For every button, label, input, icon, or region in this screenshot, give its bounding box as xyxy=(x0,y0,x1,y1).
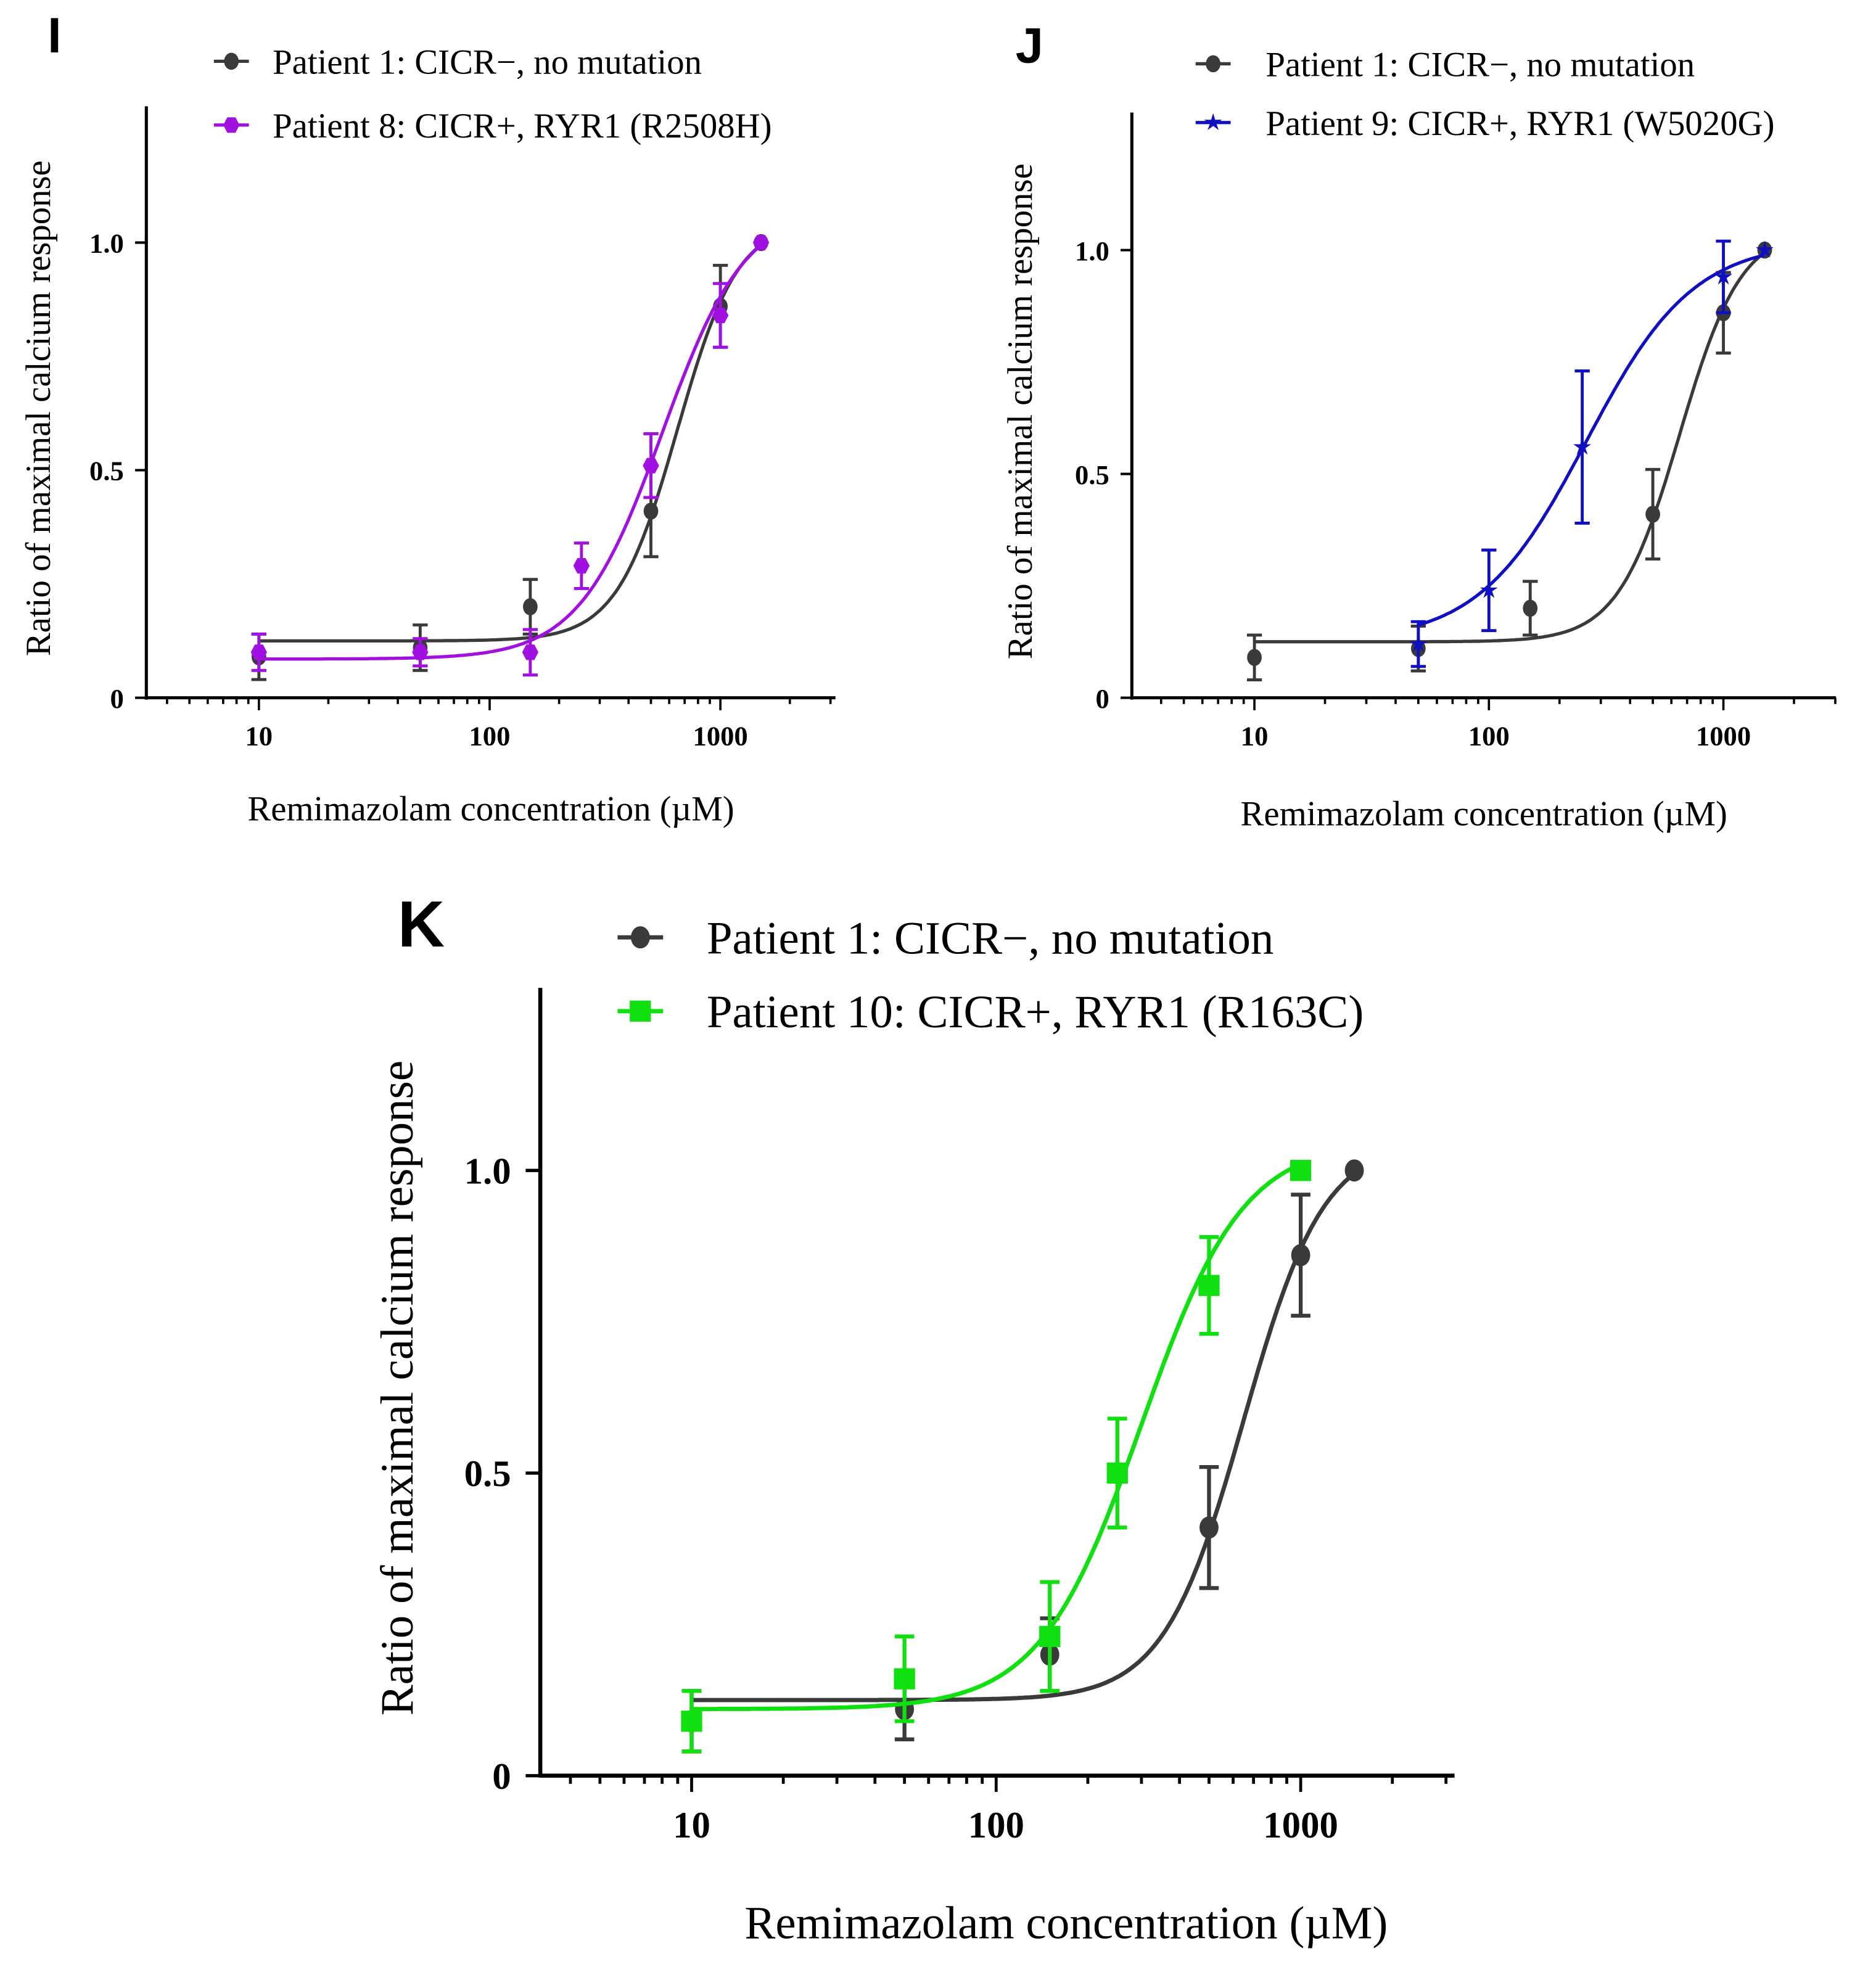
legend-label: Patient 1: CICR−, no mutation xyxy=(273,43,702,82)
x-tick-label: 10 xyxy=(1241,721,1269,752)
y-tick-label: 0.5 xyxy=(464,1453,511,1495)
data-point xyxy=(412,644,429,660)
y-axis-label: Ratio of maximal calcium response xyxy=(372,1061,423,1715)
x-tick-label: 10 xyxy=(245,721,273,752)
x-tick-label: 100 xyxy=(968,1805,1024,1846)
panel-I: I 10 100 1000 0 0.5 1.0 Remimazolam concentrati… xyxy=(19,8,836,828)
data-point xyxy=(1199,1516,1219,1539)
y-tick-label: 1.0 xyxy=(464,1151,511,1192)
panel-letter: I xyxy=(47,8,62,64)
y-axis-label: Ratio of maximal calcium response xyxy=(19,160,58,656)
data-point xyxy=(522,598,538,615)
x-axis-label: Remimazolam concentration (µM) xyxy=(247,789,734,828)
series-2 xyxy=(681,1160,1312,1754)
data-point xyxy=(1039,1625,1061,1648)
y-axis-label: Ratio of maximal calcium response xyxy=(1001,163,1040,659)
legend-label: Patient 1: CICR−, no mutation xyxy=(1265,46,1695,84)
data-point xyxy=(1479,581,1498,598)
legend-label: Patient 8: CICR+, RYR1 (R2508H) xyxy=(273,107,771,146)
legend-label: Patient 9: CICR+, RYR1 (W5020G) xyxy=(1265,104,1774,143)
x-tick-label: 10 xyxy=(673,1805,710,1846)
y-tick-label: 0 xyxy=(110,683,123,714)
y-tick-label: 0 xyxy=(1096,683,1109,714)
x-tick-label: 100 xyxy=(469,721,511,752)
fit-curve xyxy=(258,244,762,661)
y-tick-label: 0.5 xyxy=(89,456,124,487)
data-point xyxy=(250,644,267,660)
series-1 xyxy=(251,234,768,681)
data-point xyxy=(752,234,770,250)
data-point xyxy=(1344,1159,1364,1182)
legend-marker xyxy=(223,117,240,133)
legend-marker xyxy=(630,1000,651,1022)
x-tick-label: 1000 xyxy=(693,721,748,752)
y-tick-label: 0.5 xyxy=(1075,459,1109,490)
data-point xyxy=(1106,1462,1128,1484)
legend-marker xyxy=(630,926,650,949)
data-point xyxy=(1523,599,1538,617)
data-point xyxy=(681,1710,702,1732)
series-2 xyxy=(1409,239,1774,668)
data-point xyxy=(1247,649,1262,667)
x-tick-label: 1000 xyxy=(1696,721,1751,752)
fit-curve xyxy=(691,1172,1356,1702)
data-point xyxy=(573,557,590,574)
data-point xyxy=(522,644,539,660)
series-1 xyxy=(1246,241,1772,682)
y-tick-label: 1.0 xyxy=(1075,236,1109,266)
data-point xyxy=(1198,1275,1220,1296)
data-point xyxy=(643,503,659,520)
data-point xyxy=(1291,1244,1310,1267)
panel-letter: J xyxy=(1016,18,1043,73)
y-tick-label: 1.0 xyxy=(89,228,124,259)
data-point xyxy=(894,1668,915,1690)
fit-curve xyxy=(258,244,762,643)
legend-marker xyxy=(224,52,239,70)
data-point xyxy=(1573,437,1592,455)
x-axis-label: Remimazolam concentration (µM) xyxy=(1241,794,1727,833)
series-2 xyxy=(250,234,770,677)
fit-curve xyxy=(1254,251,1766,644)
legend-label: Patient 10: CICR+, RYR1 (R163C) xyxy=(707,987,1364,1038)
panel-K: K 10 100 1000 0 0.5 1.0 Remimazolam concentrati… xyxy=(372,889,1455,1949)
data-point xyxy=(1645,506,1660,523)
x-tick-label: 100 xyxy=(1468,721,1510,752)
data-point xyxy=(1409,634,1428,652)
series-1 xyxy=(681,1159,1364,1754)
x-tick-label: 1000 xyxy=(1263,1805,1338,1846)
data-point xyxy=(1756,240,1774,258)
data-point xyxy=(1290,1160,1312,1181)
data-point xyxy=(1714,267,1732,285)
panel-letter: K xyxy=(398,889,445,961)
y-tick-label: 0 xyxy=(492,1756,511,1797)
fit-curve xyxy=(1417,253,1766,627)
panel-J: J 10 100 1000 0 0.5 1.0 Remimazolam concentrati… xyxy=(1001,18,1837,833)
legend-marker xyxy=(1206,55,1221,73)
data-point xyxy=(643,458,659,474)
legend-label: Patient 1: CICR−, no mutation xyxy=(707,913,1274,964)
data-point xyxy=(712,307,729,324)
legend-marker xyxy=(1204,113,1222,130)
x-axis-label: Remimazolam concentration (µM) xyxy=(744,1897,1388,1949)
